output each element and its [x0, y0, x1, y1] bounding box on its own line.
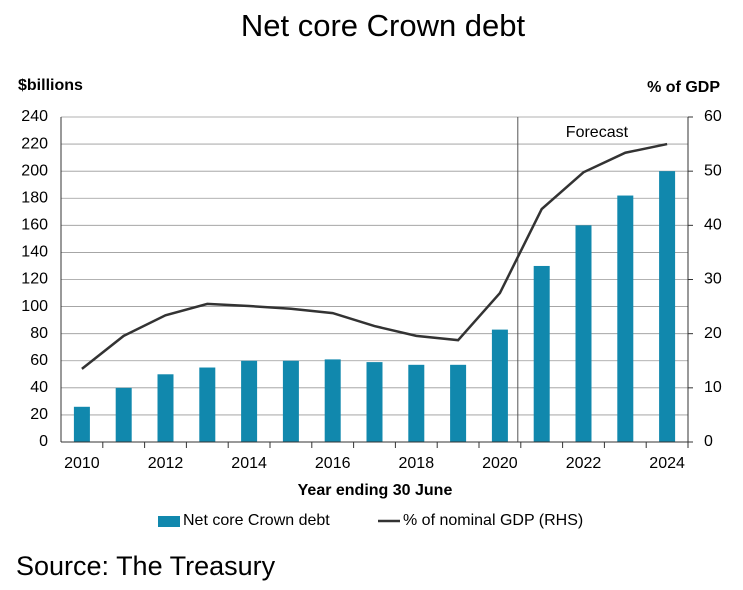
- y-tick-label: 220: [21, 135, 48, 152]
- bar: [199, 367, 216, 442]
- bar: [366, 362, 383, 442]
- x-tick-label: 2018: [399, 455, 435, 472]
- bar: [115, 387, 132, 442]
- legend-label: Net core Crown debt: [183, 512, 330, 529]
- y-tick-label: 20: [30, 406, 48, 423]
- y2-axis-label: % of GDP: [647, 79, 720, 96]
- bar: [73, 406, 90, 442]
- bar: [282, 360, 299, 442]
- legend-label: % of nominal GDP (RHS): [403, 512, 583, 529]
- x-tick-label: 2024: [649, 455, 685, 472]
- source: Source: The Treasury: [16, 551, 276, 581]
- y-tick-label: 100: [21, 298, 48, 315]
- y-tick-label: 240: [21, 108, 48, 125]
- y-tick-label: 80: [30, 325, 48, 342]
- y-tick-label: 40: [30, 379, 48, 396]
- y-tick-label: 60: [30, 352, 48, 369]
- bar: [533, 265, 550, 442]
- bar: [617, 195, 634, 442]
- legend-swatch: [158, 516, 180, 527]
- y-tick-label: 180: [21, 189, 48, 206]
- bar: [157, 374, 174, 442]
- x-tick-label: 2020: [482, 455, 518, 472]
- x-tick-label: 2010: [64, 455, 100, 472]
- bar: [491, 329, 508, 442]
- bar: [241, 360, 258, 442]
- bar: [408, 364, 425, 442]
- y2-tick-label: 0: [704, 433, 713, 450]
- x-tick-label: 2022: [566, 455, 602, 472]
- y2-tick-label: 20: [704, 325, 722, 342]
- y-axis-label: $billions: [18, 77, 83, 94]
- y-tick-label: 0: [39, 433, 48, 450]
- y-tick-label: 140: [21, 244, 48, 261]
- line: [81, 142, 668, 370]
- x-tick-label: 2016: [315, 455, 351, 472]
- x-axis-label: Year ending 30 June: [298, 482, 453, 499]
- bar: [575, 225, 592, 442]
- chart-title: Net core Crown debt: [241, 8, 526, 43]
- y-tick-label: 200: [21, 162, 48, 179]
- x-tick-label: 2012: [148, 455, 184, 472]
- bar: [659, 171, 676, 442]
- bar: [324, 359, 341, 442]
- x-tick-label: 2014: [231, 455, 267, 472]
- y2-tick-label: 60: [704, 108, 722, 125]
- y2-tick-label: 30: [704, 271, 722, 288]
- bar: [450, 364, 467, 442]
- y-tick-label: 120: [21, 271, 48, 288]
- y2-tick-label: 40: [704, 217, 722, 234]
- y2-tick-label: 10: [704, 379, 722, 396]
- forecast-annotation: Forecast: [566, 124, 629, 141]
- y2-tick-label: 50: [704, 162, 722, 179]
- y-tick-label: 160: [21, 217, 48, 234]
